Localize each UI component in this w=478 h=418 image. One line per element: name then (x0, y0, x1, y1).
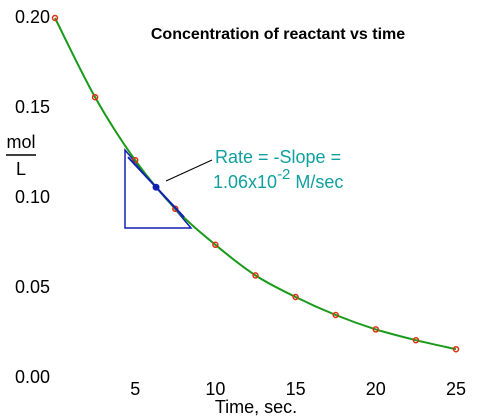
annotation-line: 1.06x10-2 M/sec (213, 166, 343, 192)
x-tick-label: 20 (366, 379, 386, 399)
annotation-part: -2 (277, 166, 290, 183)
x-axis-label: Time, sec. (215, 397, 297, 417)
x-tick-label: 15 (286, 379, 306, 399)
x-tick-label: 10 (205, 379, 225, 399)
y-tick-label: 0.05 (15, 277, 50, 297)
y-axis-label: mol (6, 132, 35, 152)
y-tick-label: 0.20 (15, 7, 50, 27)
data-point (131, 156, 139, 164)
data-point (452, 345, 460, 353)
annotation-part: M/sec (295, 172, 343, 192)
data-point (212, 241, 219, 249)
chart-title: Concentration of reactant vs time (151, 26, 405, 43)
y-axis-label: L (16, 159, 26, 179)
data-point (412, 336, 420, 344)
annotation-part: 1.06x10 (213, 172, 277, 192)
data-point (252, 272, 259, 279)
annotation: Rate = -Slope = 1.06x10-2 M/sec (213, 147, 343, 192)
y-tick-label: 0.00 (15, 367, 50, 387)
y-tick-label: 0.10 (15, 187, 50, 207)
annotation-pointer (165, 159, 213, 182)
annotation-line: Rate = -Slope = (215, 147, 341, 167)
data-point (51, 14, 59, 22)
tangent-point (152, 183, 160, 191)
data-point (91, 93, 99, 101)
data-point (332, 311, 339, 319)
data-point (372, 326, 380, 333)
y-tick-label: 0.15 (15, 97, 50, 117)
x-tick-label: 25 (446, 379, 466, 399)
data-point (292, 293, 299, 301)
x-tick-label: 5 (130, 379, 140, 399)
data-point (172, 205, 179, 213)
